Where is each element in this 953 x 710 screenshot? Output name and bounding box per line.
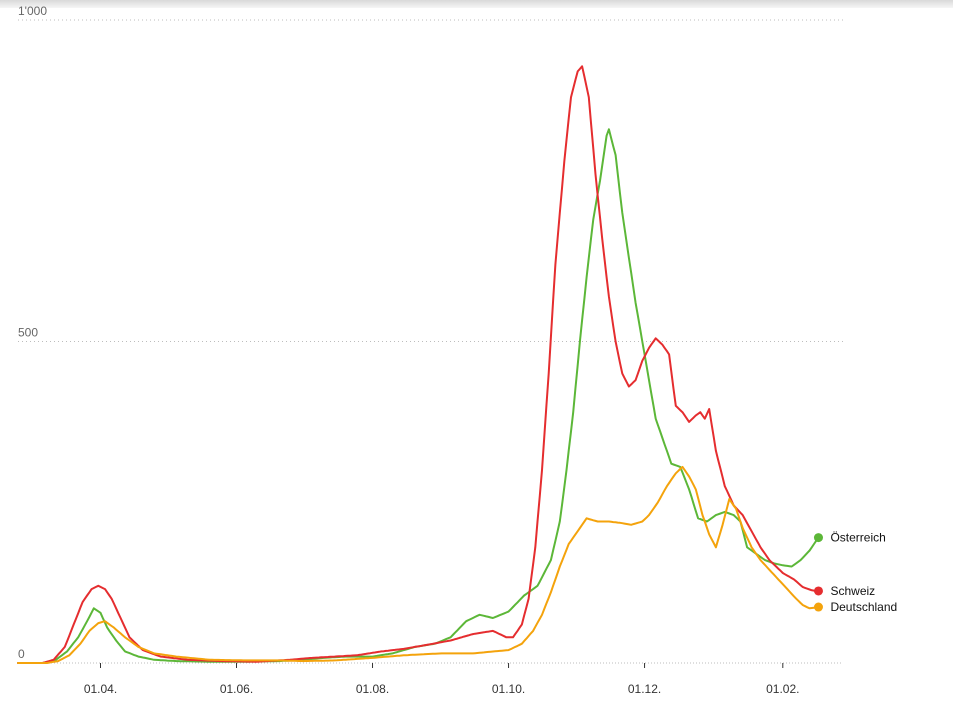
- series-label: Deutschland: [830, 600, 897, 614]
- x-tick-label: 01.08.: [356, 682, 389, 696]
- gridlines: [18, 19, 843, 664]
- y-tick-label: 0: [18, 647, 25, 661]
- series-line: [17, 128, 820, 664]
- x-tick-label: 01.04.: [84, 682, 117, 696]
- x-tick-label: 01.06.: [220, 682, 253, 696]
- series-line: [17, 465, 820, 664]
- series-end-dot: [813, 586, 823, 596]
- y-tick-label: 500: [18, 326, 38, 340]
- series-label: Österreich: [830, 531, 885, 545]
- series-end-dot: [813, 533, 823, 543]
- top-bar: [0, 0, 953, 8]
- series-line: [17, 65, 820, 664]
- series-label: Schweiz: [830, 584, 875, 598]
- y-tick-label: 1'000: [18, 4, 47, 18]
- series-lines: [17, 65, 820, 664]
- x-tick-label: 01.02.: [766, 682, 799, 696]
- series-end-dot: [813, 602, 823, 612]
- x-tick-label: 01.12.: [628, 682, 661, 696]
- y-axis-ticks: 0 500 1'000: [18, 4, 47, 661]
- series-labels: Österreich Schweiz Deutschland: [813, 531, 897, 614]
- x-tick-label: 01.10.: [492, 682, 525, 696]
- x-axis-ticks: 01.04. 01.06. 01.08. 01.10. 01.12. 01.02.: [84, 663, 799, 696]
